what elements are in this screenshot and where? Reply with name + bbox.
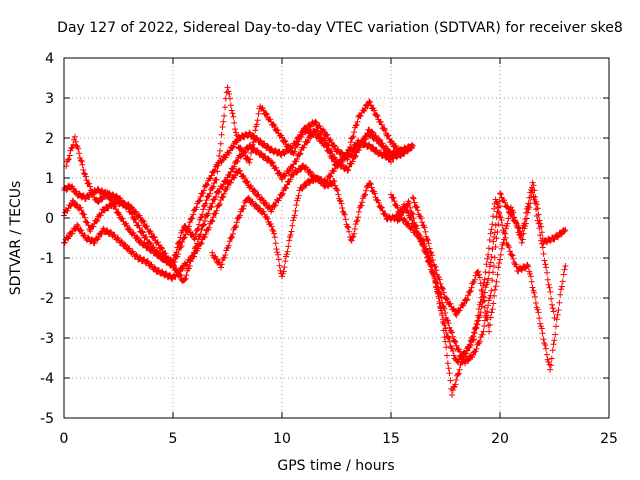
x-tick-label: 10: [273, 431, 291, 447]
series-markers: [409, 187, 558, 335]
series-markers: [63, 84, 405, 267]
y-tick-label: 0: [45, 211, 54, 227]
y-tick-label: 1: [45, 171, 54, 187]
x-tick-label: 0: [60, 431, 69, 447]
x-axis-label: GPS time / hours: [277, 458, 394, 474]
x-tick-label: 25: [600, 431, 618, 447]
series-track-4: [63, 84, 405, 267]
y-tick-label: -2: [40, 291, 54, 307]
y-tick-label: -3: [40, 331, 54, 347]
grid-lines: [64, 58, 609, 418]
series-track-8: [409, 187, 558, 335]
series-track-7: [394, 196, 569, 398]
y-tick-label: 3: [45, 91, 54, 107]
y-tick-label: -5: [40, 411, 54, 427]
y-axis-label: SDTVAR / TECUs: [8, 181, 24, 296]
x-tick-label: 5: [169, 431, 178, 447]
x-tick-label: 15: [382, 431, 400, 447]
y-tick-label: -1: [40, 251, 54, 267]
chart-title: Day 127 of 2022, Sidereal Day-to-day VTE…: [57, 20, 623, 36]
x-tick-label: 20: [491, 431, 509, 447]
y-tick-label: -4: [40, 371, 54, 387]
y-tick-label: 4: [45, 51, 54, 67]
plot-frame: [63, 57, 610, 419]
y-tick-label: 2: [45, 131, 54, 147]
data-series: [61, 84, 569, 398]
series-markers: [394, 196, 569, 398]
axes: 0 5 10 15 20 25 -5 -4 -3 -2 -1 0 1 2 3 4: [40, 51, 618, 447]
